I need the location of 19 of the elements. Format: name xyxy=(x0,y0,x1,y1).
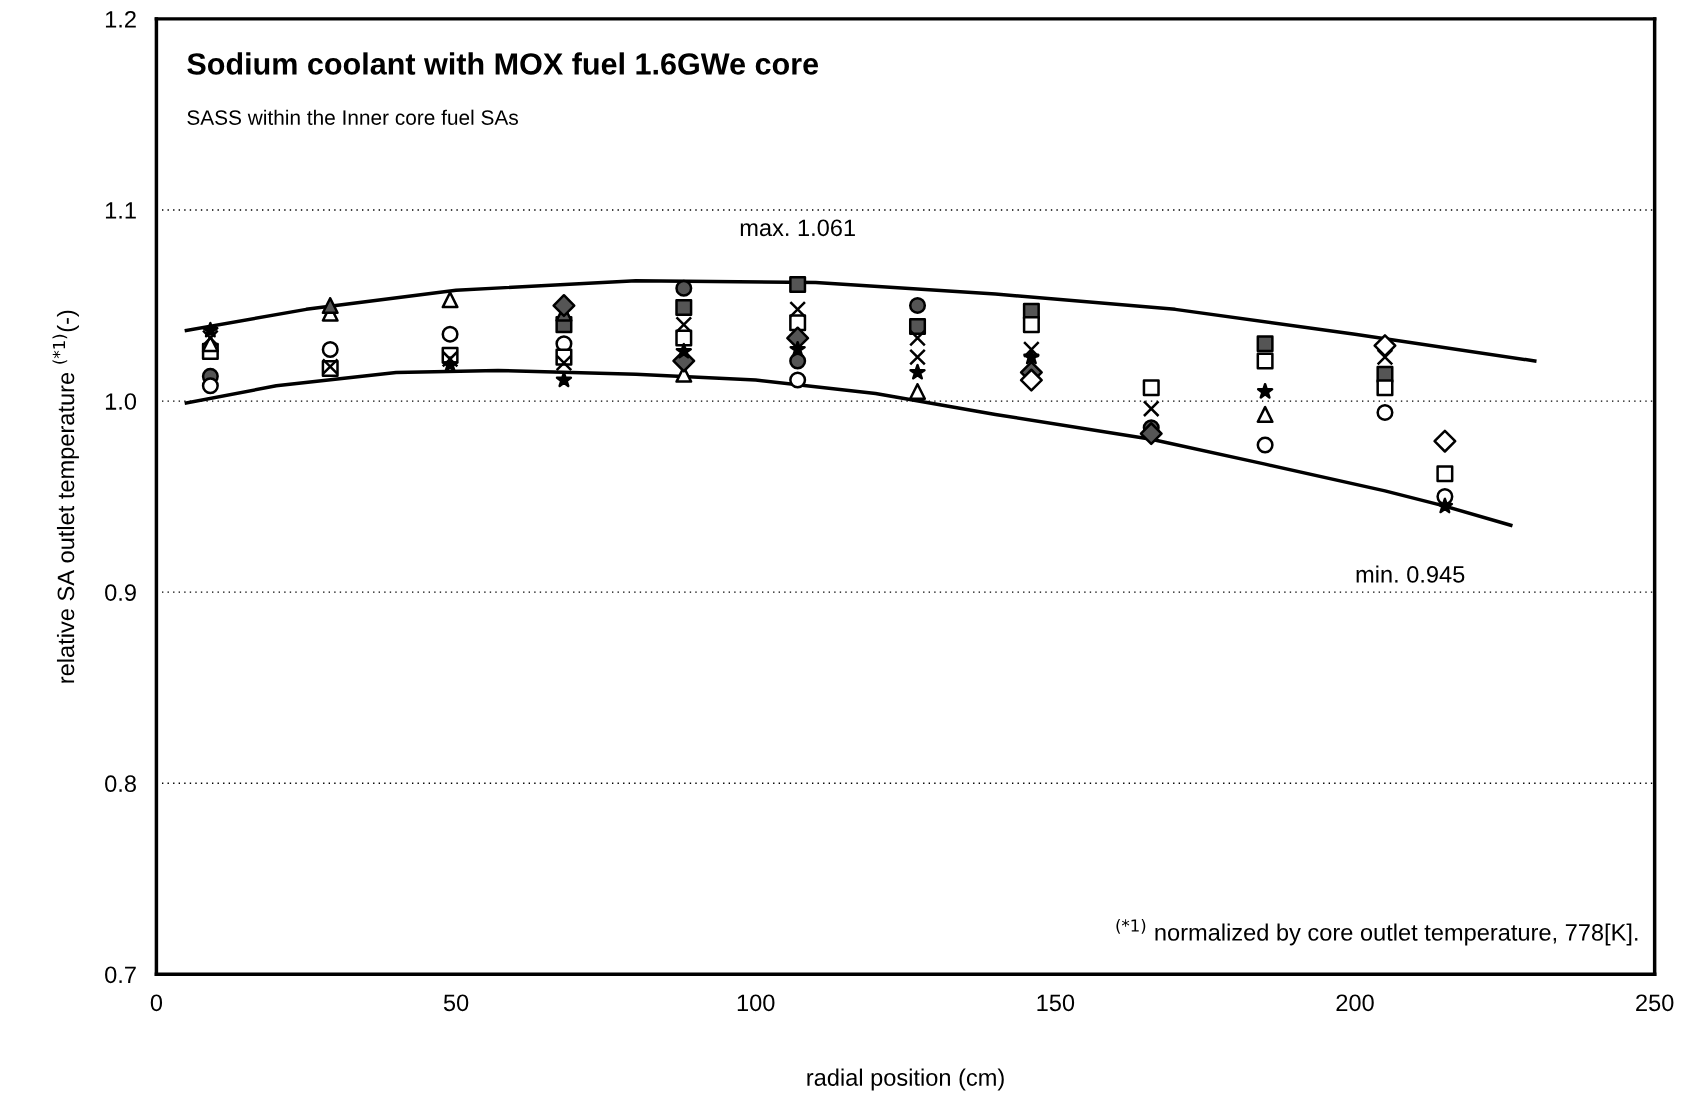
x-tick-label: 100 xyxy=(737,994,775,1012)
x-tick-label: 200 xyxy=(1336,994,1374,1012)
annotation: min. 0.945 xyxy=(1356,565,1465,583)
text: Sodium coolant with MOX fuel 1.6GWe core xyxy=(187,52,819,75)
x-tick-label: 50 xyxy=(443,994,469,1012)
x-axis-title: radial position (cm) xyxy=(807,1068,1004,1091)
y-tick-label: 1.1 xyxy=(105,202,136,219)
x-tick-label: 150 xyxy=(1037,994,1075,1012)
y-tick-label: 1.2 xyxy=(105,10,136,28)
y-tick-label: 1.0 xyxy=(105,393,137,410)
y-tick-label: 0.8 xyxy=(105,775,136,793)
x-tick-label: 0 xyxy=(150,994,163,1012)
annotation: max. 1.061 xyxy=(740,219,855,237)
y-tick-label: 0.7 xyxy=(105,966,136,984)
x-tick-label: 250 xyxy=(1636,994,1674,1012)
annotation: $^{(*1)}$ normalized by core outlet temperature, 778[K]. xyxy=(1116,919,1638,946)
y-axis-title: relative SA outlet temperature $^{(*1)}$(-) xyxy=(52,310,79,683)
text: SASS within the Inner core fuel SAs xyxy=(187,109,518,125)
y-tick-label: 0.9 xyxy=(105,584,136,601)
